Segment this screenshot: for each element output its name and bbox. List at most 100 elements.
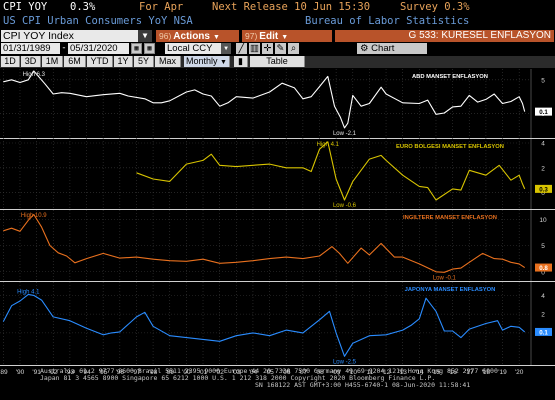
panel-title: INGILTERE MANSET ENFLASYON bbox=[403, 215, 497, 221]
security-dropdown-icon[interactable]: ▼ bbox=[138, 30, 152, 42]
calendar-icon[interactable]: ▦ bbox=[131, 43, 142, 54]
low-label: Low -2.1 bbox=[333, 131, 357, 137]
y-tick-label: 2 bbox=[541, 312, 545, 319]
ticker-label: CPI YOY bbox=[3, 1, 48, 13]
x-tick-label: '02 bbox=[215, 369, 224, 376]
x-tick-label: '07 bbox=[299, 369, 308, 376]
chevron-down-icon[interactable]: ▼ bbox=[221, 43, 231, 54]
panel-title: EURO BOLGESI MANSET ENFLASYON bbox=[396, 144, 504, 150]
table-button[interactable]: Table bbox=[250, 56, 305, 67]
low-label: Low -0.6 bbox=[333, 203, 357, 209]
x-tick-label: '06 bbox=[282, 369, 291, 376]
x-tick-label: '04 bbox=[249, 369, 258, 376]
footer-line-1: Australia 61 2 9777 8600 Brazil 5511 239… bbox=[40, 367, 498, 375]
last-value-tag bbox=[535, 263, 552, 272]
calendar-icon[interactable]: ▦ bbox=[144, 43, 155, 54]
period-button-3d[interactable]: 3D bbox=[21, 56, 41, 67]
x-tick-label: '11 bbox=[365, 369, 373, 376]
frequency-select[interactable]: Monthly ▼ bbox=[184, 56, 230, 67]
footer-line-3: SN 168122 AST GMT+3:00 H455-6740-1 08-Ju… bbox=[255, 381, 471, 389]
start-date-input[interactable]: 01/31/1989 bbox=[1, 43, 60, 54]
series-line bbox=[3, 213, 526, 273]
graph-title: G 533: KURESEL ENFLASYON bbox=[335, 30, 554, 42]
security-description: US CPI Urban Consumers YoY NSA bbox=[3, 15, 193, 27]
high-label: High 4.1 bbox=[17, 289, 40, 295]
x-tick-label: '97 bbox=[132, 369, 141, 376]
chevron-down-icon: ▼ bbox=[212, 34, 220, 41]
last-value-tag bbox=[535, 327, 552, 336]
x-tick-label: '90 bbox=[16, 369, 25, 376]
y-tick-label: 5 bbox=[541, 77, 545, 84]
x-tick-label: '17 bbox=[465, 369, 474, 376]
description-row: US CPI Urban Consumers YoY NSA Bureau of… bbox=[0, 14, 555, 28]
low-label: Low -0.1 bbox=[433, 275, 457, 281]
last-value-label: 0.1 bbox=[539, 329, 548, 336]
series-line bbox=[136, 141, 526, 201]
x-tick-label: '92 bbox=[49, 369, 58, 376]
x-tick-label: '91 bbox=[32, 369, 41, 376]
line-chart-icon[interactable]: ╱ bbox=[236, 43, 247, 54]
x-tick-label: '89 bbox=[0, 369, 8, 376]
low-label: Low -2.5 bbox=[333, 359, 357, 365]
currency-select[interactable]: Local CCY bbox=[165, 43, 221, 54]
x-tick-label: '98 bbox=[149, 369, 158, 376]
y-tick-label: 2 bbox=[541, 165, 545, 172]
x-tick-label: '93 bbox=[66, 369, 75, 376]
chart-content-button[interactable]: ⚙ Chart Content bbox=[357, 43, 427, 65]
panel-title: JAPONYA MANSET ENFLASYON bbox=[405, 287, 496, 293]
period-button-5y[interactable]: 5Y bbox=[134, 56, 154, 67]
source-label: Bureau of Labor Statistics bbox=[305, 15, 470, 27]
y-tick-label: 10 bbox=[539, 217, 547, 224]
bar-chart-icon[interactable]: ▮ bbox=[234, 56, 248, 67]
survey-label: Survey 0.3% bbox=[400, 1, 470, 13]
x-tick-label: '99 bbox=[165, 369, 174, 376]
date-separator: - bbox=[61, 43, 67, 53]
x-tick-label: '08 bbox=[315, 369, 324, 376]
zoom-icon[interactable]: ⌕ bbox=[288, 43, 299, 54]
chart-svg: '89 '90 '91 '92 '93 '94 '95 '96 '97 '98 '99 '00 '01 '… bbox=[0, 69, 555, 376]
x-tick-label: '03 bbox=[232, 369, 241, 376]
end-date-input[interactable]: 05/31/2020 bbox=[68, 43, 129, 54]
last-value-label: 0.1 bbox=[539, 109, 548, 116]
x-tick-label: '10 bbox=[349, 369, 358, 376]
x-tick-label: '05 bbox=[265, 369, 274, 376]
footer-line-2: Japan 81 3 4565 8900 Singapore 65 6212 1… bbox=[40, 374, 436, 382]
series-line bbox=[3, 70, 526, 129]
bar-chart-icon[interactable]: ▥ bbox=[249, 43, 260, 54]
annotate-icon[interactable]: ✎ bbox=[275, 43, 286, 54]
x-tick-label: '94 bbox=[82, 369, 91, 376]
period-button-ytd[interactable]: YTD bbox=[87, 56, 113, 67]
y-tick-label: 0 bbox=[541, 190, 545, 197]
edit-label: Edit bbox=[259, 31, 279, 42]
last-value-tag bbox=[535, 184, 552, 193]
period-button-1y[interactable]: 1Y bbox=[114, 56, 133, 67]
frequency-label: Monthly bbox=[186, 56, 218, 66]
period-label: For Apr bbox=[139, 1, 184, 13]
headline-value: 0.3% bbox=[70, 1, 96, 13]
edit-menu[interactable]: 97) Edit ▼ bbox=[242, 30, 332, 42]
period-button-6m[interactable]: 6M bbox=[64, 56, 86, 67]
y-tick-label: 4 bbox=[541, 141, 545, 148]
x-tick-label: '18 bbox=[482, 369, 491, 376]
edit-num: 97) bbox=[245, 31, 258, 41]
period-button-1m[interactable]: 1M bbox=[42, 56, 63, 67]
y-tick-label: 4 bbox=[541, 293, 545, 300]
panel-title: ABD MANSET ENFLASYON bbox=[412, 74, 488, 80]
x-tick-label: '96 bbox=[116, 369, 125, 376]
x-tick-label: '15 bbox=[432, 369, 441, 376]
headline-row: CPI YOY 0.3% For Apr Next Release 10 Jun… bbox=[0, 0, 555, 14]
gear-icon: ⚙ bbox=[360, 43, 369, 54]
security-input[interactable]: CPI YOY Index bbox=[1, 30, 138, 42]
actions-label: Actions bbox=[173, 31, 210, 42]
x-tick-label: '12 bbox=[382, 369, 391, 376]
x-tick-label: '19 bbox=[498, 369, 507, 376]
period-button-1d[interactable]: 1D bbox=[1, 56, 20, 67]
last-value-tag bbox=[535, 107, 552, 116]
crosshair-icon[interactable]: ✛ bbox=[262, 43, 273, 54]
next-release-label: Next Release 10 Jun 15:30 bbox=[212, 1, 371, 13]
period-button-max[interactable]: Max bbox=[155, 56, 181, 67]
y-tick-label: 5 bbox=[541, 243, 545, 250]
actions-menu[interactable]: 96) Actions ▼ bbox=[156, 30, 239, 42]
